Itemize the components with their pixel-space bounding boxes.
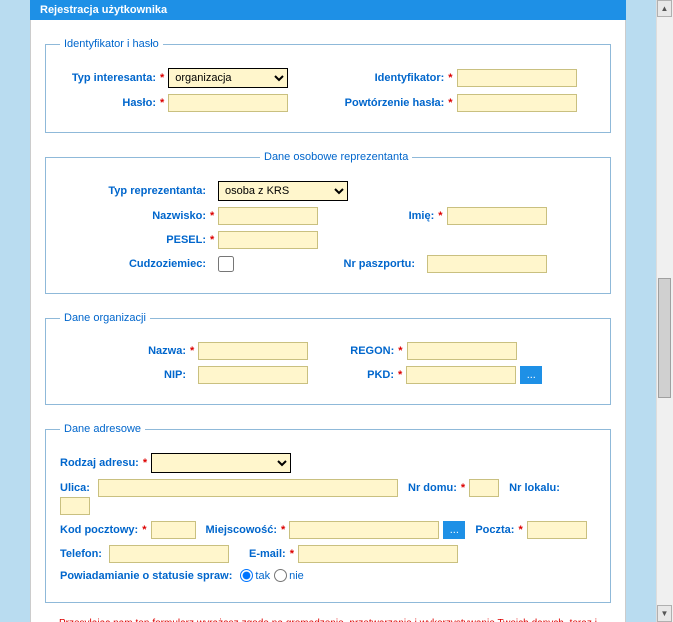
haslo-input[interactable] [168, 94, 288, 112]
imie-input[interactable] [447, 207, 547, 225]
req-icon: * [210, 210, 214, 222]
lbl-haslo: Hasło: [60, 97, 160, 109]
req-icon: * [210, 234, 214, 246]
nip-input[interactable] [198, 366, 308, 384]
req-icon: * [398, 369, 402, 381]
lbl-kod: Kod pocztowy: [60, 524, 142, 536]
req-icon: * [438, 210, 442, 222]
lbl-email: E-mail: [249, 548, 290, 560]
lbl-cudz: Cudzoziemiec: [60, 258, 210, 270]
lbl-ident: Identyfikator: [308, 72, 448, 84]
req-icon: * [290, 548, 294, 560]
lbl-powiad: Powiadamianie o statusie spraw: [60, 570, 236, 582]
req-icon: * [518, 524, 522, 536]
lbl-typ: Typ interesanta: [60, 72, 160, 84]
rodzaj-adresu-select[interactable] [151, 453, 291, 473]
fieldset-identity: Identyfikator i hasło Typ interesanta: *… [45, 38, 611, 133]
email-input[interactable] [298, 545, 458, 563]
lbl-nazwa: Nazwa: [60, 345, 190, 357]
nazwisko-input[interactable] [218, 207, 318, 225]
fieldset-organizacja: Dane organizacji Nazwa: * REGON: * NIP: … [45, 312, 611, 405]
vertical-scrollbar[interactable]: ▲ ▼ [656, 0, 673, 622]
lbl-telefon: Telefon: [60, 548, 105, 560]
nazwa-input[interactable] [198, 342, 308, 360]
lbl-pesel: PESEL: [60, 234, 210, 246]
powiad-tak-radio[interactable] [240, 569, 253, 582]
lbl-nazwisko: Nazwisko: [60, 210, 210, 222]
scroll-down-button[interactable]: ▼ [657, 605, 672, 622]
lbl-poczta: Poczta: [475, 524, 518, 536]
pkd-input[interactable] [406, 366, 516, 384]
req-icon: * [398, 345, 402, 357]
lbl-nrdomu: Nr domu: [408, 482, 461, 494]
req-icon: * [160, 97, 164, 109]
cudzoziemiec-checkbox[interactable] [218, 256, 234, 272]
registration-panel: Rejestracja użytkownika Identyfikator i … [30, 0, 626, 622]
lbl-pasz: Nr paszportu: [254, 258, 419, 270]
fieldset-adres: Dane adresowe Rodzaj adresu: * Ulica: Nr… [45, 423, 611, 603]
lbl-nie: nie [289, 570, 304, 582]
regon-input[interactable] [407, 342, 517, 360]
paszport-input[interactable] [427, 255, 547, 273]
lbl-tak: tak [255, 570, 270, 582]
lbl-rodzaj: Rodzaj adresu: [60, 457, 143, 469]
scrollbar-track[interactable] [657, 18, 673, 604]
legend-reprezentant: Dane osobowe reprezentanta [260, 151, 412, 163]
ulica-input[interactable] [98, 479, 398, 497]
legend-organizacja: Dane organizacji [60, 312, 150, 324]
lbl-nip: NIP: [60, 369, 190, 381]
req-icon: * [142, 524, 146, 536]
identyfikator-input[interactable] [457, 69, 577, 87]
pesel-input[interactable] [218, 231, 318, 249]
pkd-lookup-button[interactable]: ... [520, 366, 542, 384]
legal-text: Przesyłając nam ten formularz wyrażasz z… [31, 609, 625, 622]
powiad-nie-radio[interactable] [274, 569, 287, 582]
powt-haslo-input[interactable] [457, 94, 577, 112]
req-icon: * [160, 72, 164, 84]
panel-title: Rejestracja użytkownika [30, 0, 626, 20]
legend-identity: Identyfikator i hasło [60, 38, 163, 50]
lbl-regon: REGON: [318, 345, 398, 357]
miejscowosc-lookup-button[interactable]: ... [443, 521, 465, 539]
req-icon: * [448, 97, 452, 109]
typ-interesanta-select[interactable]: organizacja [168, 68, 288, 88]
legend-adres: Dane adresowe [60, 423, 145, 435]
lbl-miejsc: Miejscowość: [206, 524, 282, 536]
scrollbar-thumb[interactable] [658, 278, 671, 398]
lbl-imie: Imię: [338, 210, 438, 222]
lbl-nrlokalu: Nr lokalu: [509, 482, 564, 494]
req-icon: * [143, 457, 147, 469]
nrlokalu-input[interactable] [60, 497, 90, 515]
lbl-powt: Powtórzenie hasła: [308, 97, 448, 109]
nrdomu-input[interactable] [469, 479, 499, 497]
req-icon: * [190, 345, 194, 357]
req-icon: * [461, 482, 465, 494]
page-background: Rejestracja użytkownika Identyfikator i … [0, 0, 656, 622]
telefon-input[interactable] [109, 545, 229, 563]
fieldset-reprezentant: Dane osobowe reprezentanta Typ reprezent… [45, 151, 611, 294]
scroll-up-button[interactable]: ▲ [657, 0, 672, 17]
miejscowosc-input[interactable] [289, 521, 439, 539]
req-icon: * [281, 524, 285, 536]
kod-input[interactable] [151, 521, 196, 539]
lbl-pkd: PKD: [318, 369, 398, 381]
lbl-ulica: Ulica: [60, 482, 90, 494]
typ-reprezentanta-select[interactable]: osoba z KRS [218, 181, 348, 201]
lbl-typ-rep: Typ reprezentanta: [60, 185, 210, 197]
poczta-input[interactable] [527, 521, 587, 539]
req-icon: * [448, 72, 452, 84]
